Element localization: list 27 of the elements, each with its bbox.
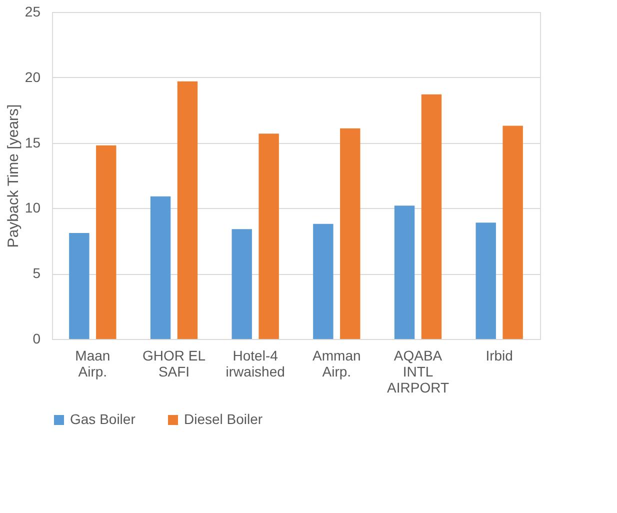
bar bbox=[502, 126, 523, 339]
y-axis-title: Payback Time [years] bbox=[4, 104, 22, 248]
y-tick-label: 15 bbox=[24, 134, 41, 150]
bar bbox=[177, 81, 198, 339]
x-tick-label: Hotel-4 irwaished bbox=[226, 348, 285, 380]
bar bbox=[313, 224, 334, 339]
x-tick-label: Maan Airp. bbox=[75, 348, 110, 380]
y-tick-label: 0 bbox=[32, 330, 41, 346]
legend-label: Gas Boiler bbox=[70, 411, 136, 427]
bar bbox=[476, 222, 496, 339]
bar bbox=[96, 145, 116, 339]
y-tick-label: 5 bbox=[32, 265, 41, 282]
bar bbox=[258, 134, 279, 339]
x-tick-label: AQABA INTL AIRPORT bbox=[387, 348, 450, 396]
y-tick-label: 25 bbox=[24, 4, 41, 20]
bar bbox=[421, 94, 442, 339]
x-tick-label: GHOR EL SAFI bbox=[142, 348, 206, 380]
y-tick-label: 10 bbox=[24, 200, 41, 216]
y-tick-label: 20 bbox=[24, 68, 41, 85]
bar bbox=[394, 206, 415, 339]
bar bbox=[232, 229, 252, 339]
bar bbox=[340, 128, 360, 339]
x-tick-label: Irbid bbox=[486, 348, 513, 364]
legend-label: Diesel Boiler bbox=[184, 411, 263, 427]
bar bbox=[150, 196, 171, 339]
x-tick-label: Amman Airp. bbox=[312, 348, 361, 380]
bar bbox=[69, 233, 90, 339]
